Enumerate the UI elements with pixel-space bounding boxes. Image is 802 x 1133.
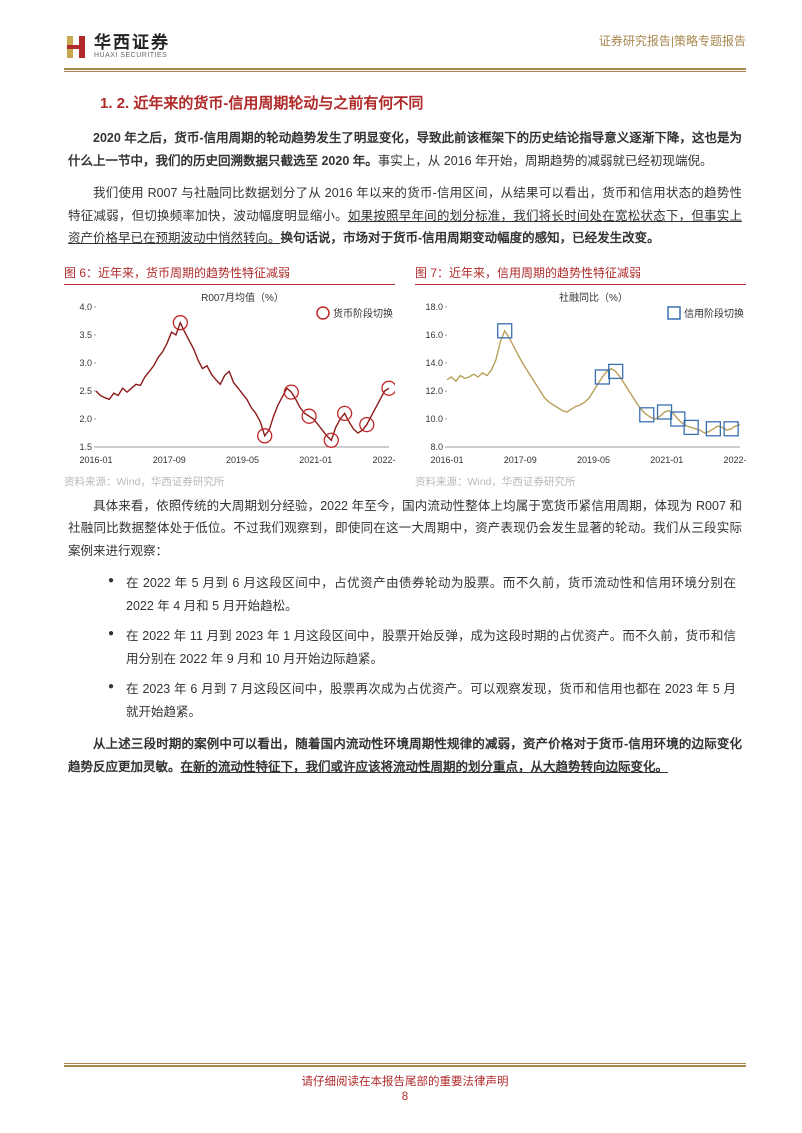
chart-6-col: 图 6：近年来，货币周期的趋势性特征减弱 1.5 2.0 2.5 3.0 3.5 4.0 2… — [64, 264, 395, 489]
svg-text:信用阶段切换: 信用阶段切换 — [684, 307, 744, 320]
svg-text:2017-09: 2017-09 — [504, 455, 537, 465]
doc-type-label: 证券研究报告|策略专题报告 — [599, 32, 746, 49]
paragraph-2: 我们使用 R007 与社融同比数据划分了从 2016 年以来的货币-信用区间，从… — [68, 182, 742, 250]
svg-text:2019-05: 2019-05 — [577, 455, 610, 465]
page-header: 华西证券 HUAXI SECURITIES 证券研究报告|策略专题报告 — [64, 32, 746, 62]
chart-6-source: 资料来源：Wind，华西证券研究所 — [64, 474, 395, 489]
svg-text:1.5: 1.5 — [79, 442, 92, 452]
para1-tail: 事实上，从 2016 年开始，周期趋势的减弱就已经初现端倪。 — [378, 154, 713, 168]
svg-text:4.0: 4.0 — [79, 302, 92, 312]
bullet-1: 在 2022 年 5 月到 6 月这段区间中，占优资产由债券轮动为股票。而不久前… — [108, 572, 736, 617]
svg-text:16.0: 16.0 — [425, 330, 443, 340]
svg-text:2021-01: 2021-01 — [299, 455, 332, 465]
para2-bold: 换句话说，市场对于货币-信用周期变动幅度的感知，已经发生改变。 — [281, 231, 660, 245]
svg-text:R007月均值（%）: R007月均值（%） — [201, 291, 284, 304]
chart-7-svg: 8.0 10.0 12.0 14.0 16.0 18.0 2016-01 2017-09 201… — [415, 289, 746, 469]
bullet-2: 在 2022 年 11 月到 2023 年 1 月这段区间中，股票开始反弹，成为… — [108, 625, 736, 670]
paragraph-3: 具体来看，依照传统的大周期划分经验，2022 年至今，国内流动性整体上均属于宽货… — [68, 495, 742, 563]
charts-row: 图 6：近年来，货币周期的趋势性特征减弱 1.5 2.0 2.5 3.0 3.5 4.0 2… — [64, 264, 746, 489]
footer-disclaimer: 请仔细阅读在本报告尾部的重要法律声明 — [64, 1073, 746, 1089]
svg-text:社融同比（%）: 社融同比（%） — [559, 291, 628, 304]
svg-text:3.5: 3.5 — [79, 330, 92, 340]
paragraph-4: 从上述三段时期的案例中可以看出，随着国内流动性环境周期性规律的减弱，资产价格对于… — [68, 733, 742, 778]
svg-text:2016-01: 2016-01 — [79, 455, 112, 465]
svg-text:2022-09: 2022-09 — [372, 455, 395, 465]
chart-6-svg: 1.5 2.0 2.5 3.0 3.5 4.0 2016-01 2017-09 2019-05 2… — [64, 289, 395, 469]
logo-block: 华西证券 HUAXI SECURITIES — [64, 32, 170, 62]
logo-name-cn: 华西证券 — [94, 34, 170, 52]
chart-6-title: 图 6：近年来，货币周期的趋势性特征减弱 — [64, 264, 395, 281]
svg-text:货币阶段切换: 货币阶段切换 — [333, 307, 393, 320]
footer-rule — [64, 1065, 746, 1067]
chart-7-title: 图 7：近年来，信用周期的趋势性特征减弱 — [415, 264, 746, 281]
svg-text:10.0: 10.0 — [425, 414, 443, 424]
header-rule-thin — [64, 71, 746, 72]
logo-name-en: HUAXI SECURITIES — [94, 52, 170, 59]
chart-6-rule — [64, 284, 395, 285]
paragraph-1: 2020 年之后，货币-信用周期的轮动趋势发生了明显变化，导致此前该框架下的历史… — [68, 127, 742, 172]
svg-text:18.0: 18.0 — [425, 302, 443, 312]
footer-page-number: 8 — [64, 1091, 746, 1103]
chart-7-rule — [415, 284, 746, 285]
svg-text:2.0: 2.0 — [79, 414, 92, 424]
footer-rule-thin — [64, 1063, 746, 1064]
svg-text:2017-09: 2017-09 — [153, 455, 186, 465]
chart-7-source: 资料来源：Wind，华西证券研究所 — [415, 474, 746, 489]
svg-text:2019-05: 2019-05 — [226, 455, 259, 465]
svg-text:3.0: 3.0 — [79, 358, 92, 368]
section-title: 1. 2. 近年来的货币-信用周期轮动与之前有何不同 — [100, 92, 746, 113]
logo-icon — [64, 32, 90, 62]
svg-text:2016-01: 2016-01 — [430, 455, 463, 465]
svg-text:2022-09: 2022-09 — [723, 455, 746, 465]
header-rule — [64, 68, 746, 70]
svg-text:14.0: 14.0 — [425, 358, 443, 368]
svg-text:2021-01: 2021-01 — [650, 455, 683, 465]
bullet-list: 在 2022 年 5 月到 6 月这段区间中，占优资产由债券轮动为股票。而不久前… — [108, 572, 736, 723]
bullet-3: 在 2023 年 6 月到 7 月这段区间中，股票再次成为占优资产。可以观察发现… — [108, 678, 736, 723]
para4-underline: 在新的流动性特征下，我们或许应该将流动性周期的划分重点，从大趋势转向边际变化。 — [181, 760, 669, 774]
svg-text:8.0: 8.0 — [430, 442, 443, 452]
svg-text:2.5: 2.5 — [79, 386, 92, 396]
svg-text:12.0: 12.0 — [425, 386, 443, 396]
chart-7-col: 图 7：近年来，信用周期的趋势性特征减弱 8.0 10.0 12.0 14.0 16.0… — [415, 264, 746, 489]
page-footer: 请仔细阅读在本报告尾部的重要法律声明 8 — [64, 1063, 746, 1103]
